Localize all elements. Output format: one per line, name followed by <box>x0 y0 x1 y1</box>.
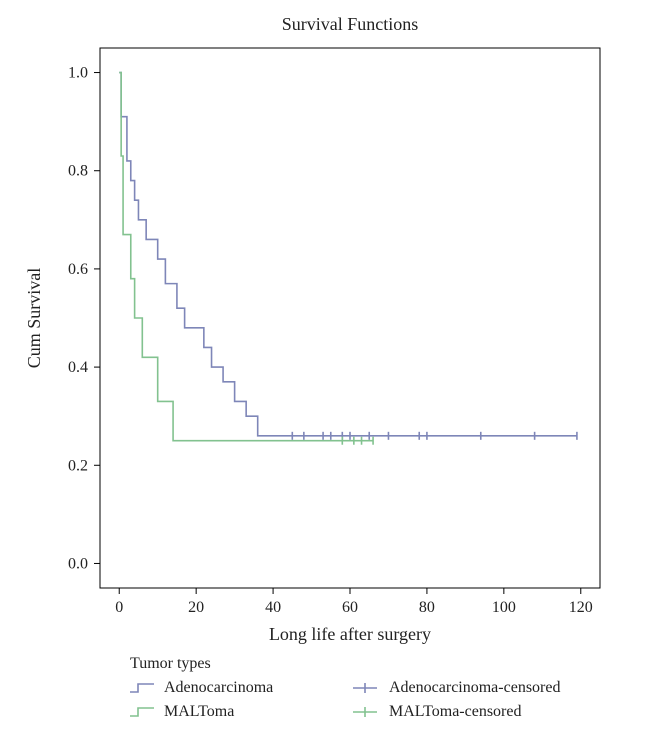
y-axis-label: Cum Survival <box>24 268 44 369</box>
y-tick-label: 0.8 <box>68 163 88 180</box>
y-tick-label: 1.0 <box>68 65 88 82</box>
x-axis-label: Long life after surgery <box>269 624 431 644</box>
x-tick-label: 20 <box>188 599 204 616</box>
x-tick-label: 60 <box>342 599 358 616</box>
x-tick-label: 40 <box>265 599 281 616</box>
y-tick-label: 0.4 <box>68 359 88 376</box>
y-tick-label: 0.2 <box>68 457 88 474</box>
x-tick-label: 100 <box>492 599 516 616</box>
legend-item-label: Adenocarcinoma <box>164 679 273 696</box>
legend-item-label: Adenocarcinoma-censored <box>389 679 560 696</box>
x-tick-label: 80 <box>419 599 435 616</box>
chart-container: Survival Functions 0 20 40 60 80 100 120 0.0 0.2 0… <box>0 0 652 755</box>
x-tick-label: 120 <box>569 599 593 616</box>
y-tick-label: 0.0 <box>68 555 88 572</box>
chart-title: Survival Functions <box>282 14 419 34</box>
y-tick-label: 0.6 <box>68 261 88 278</box>
x-tick-label: 0 <box>115 599 123 616</box>
survival-chart: Survival Functions 0 20 40 60 80 100 120 0.0 0.2 0… <box>0 0 652 755</box>
legend-item-label: MALToma <box>164 703 234 720</box>
legend-item-label: MALToma-censored <box>389 703 521 720</box>
legend-title: Tumor types <box>130 655 211 672</box>
